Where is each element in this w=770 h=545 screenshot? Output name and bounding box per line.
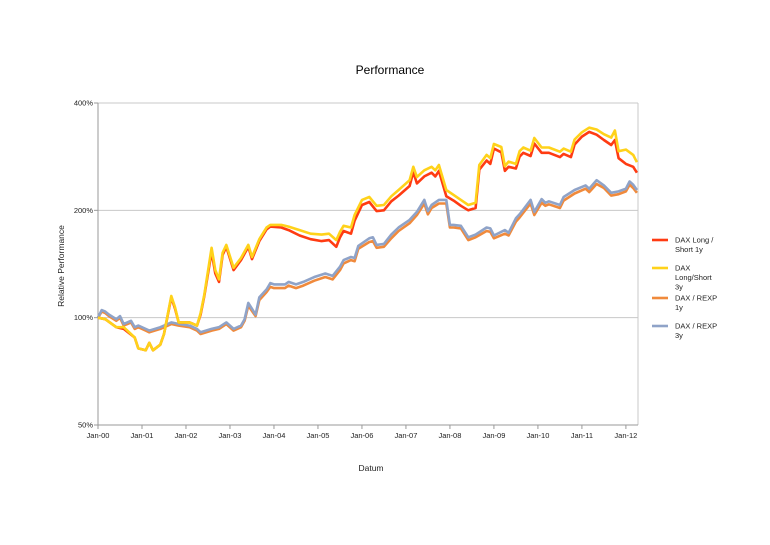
legend-label: Short 1y [675,245,703,254]
legend-label: DAX Long / [675,236,714,245]
x-tick-label: Jan-12 [614,431,637,440]
x-tick-label: Jan-09 [482,431,505,440]
x-tick-label: Jan-07 [394,431,417,440]
series-lines [96,126,639,352]
x-tick-label: Jan-00 [87,431,110,440]
legend-label: DAX [675,264,690,273]
legend-label: 3y [675,283,683,292]
y-tick-label: 400% [74,99,94,108]
x-tick-label: Jan-04 [262,431,285,440]
series-line [96,178,638,334]
legend-label: 3y [675,331,683,340]
chart-title: Performance [356,63,425,77]
x-tick-label: Jan-01 [131,431,154,440]
x-tick-label: Jan-02 [175,431,198,440]
legend-label: DAX / REXP [675,322,717,331]
legend-label: 1y [675,303,683,312]
series-line [97,126,639,352]
y-axis-label: Relative Performance [56,225,66,307]
gridlines [98,102,638,319]
x-tick-label: Jan-10 [526,431,549,440]
x-axis-label: Datum [358,463,383,473]
x-tick-label: Jan-05 [306,431,329,440]
y-tick-label: 50% [78,421,93,430]
legend-label: Long/Short [675,273,713,282]
axes: 50% 100% 200% 400% Jan-00 Jan-01 Jan-02 Jan-03 J… [74,99,639,440]
y-tick-label: 100% [74,313,94,322]
legend-label: DAX / REXP [675,294,717,303]
x-tick-label: Jan-08 [438,431,461,440]
x-tick-label: Jan-03 [219,431,242,440]
x-tick-label: Jan-11 [571,431,593,440]
y-tick-label: 200% [74,206,94,215]
x-tick-label: Jan-06 [350,431,373,440]
series-line [96,182,638,336]
